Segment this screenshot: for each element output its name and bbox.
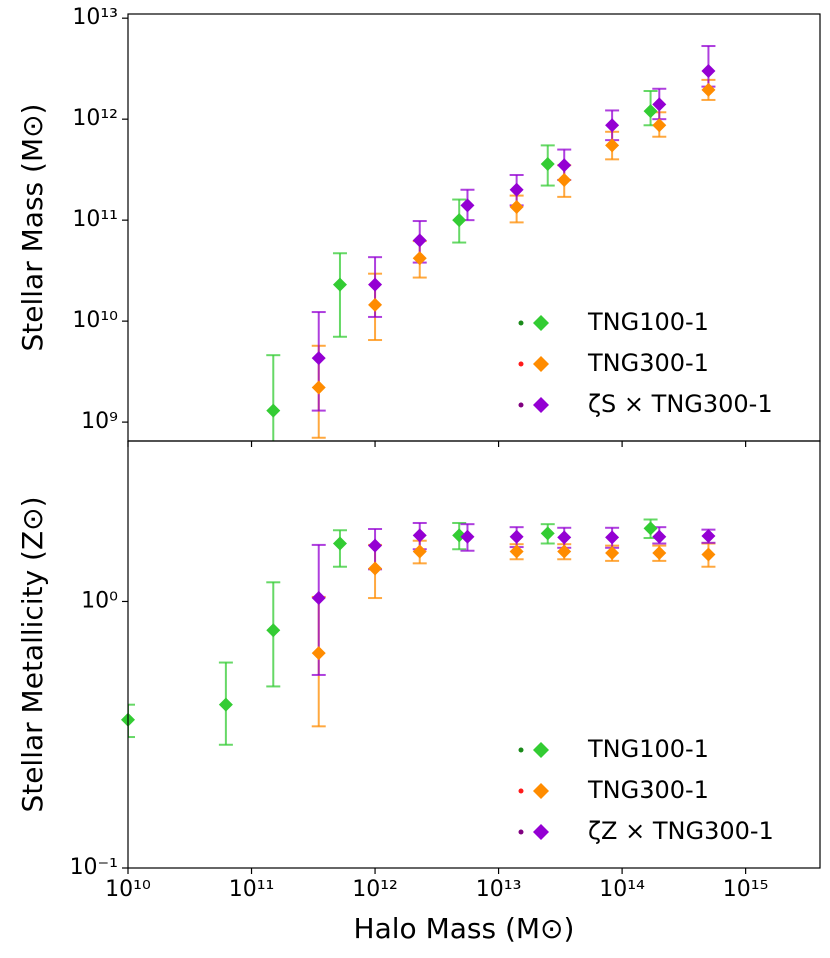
diamond-marker	[460, 529, 475, 544]
diamond-marker	[557, 172, 572, 187]
diamond-marker	[605, 118, 620, 133]
legend-dot	[518, 788, 524, 794]
legend-label: ζS × TNG300-1	[588, 390, 773, 418]
y-axis-label: Stellar Metallicity (Z⊙)	[16, 496, 49, 812]
y-tick-label: 10¹²	[72, 106, 118, 131]
diamond-marker	[557, 530, 572, 545]
y-tick-label: 10¹¹	[72, 207, 118, 232]
legend-label: TNG300-1	[587, 349, 709, 377]
legend-diamond	[533, 397, 549, 413]
diamond-marker	[540, 156, 555, 171]
diamond-marker	[701, 63, 716, 78]
diamond-marker	[540, 526, 555, 541]
x-tick-label: 10¹⁴	[599, 877, 645, 902]
diamond-marker	[460, 198, 475, 213]
plot-area	[266, 45, 716, 441]
diamond-marker	[311, 351, 326, 366]
diamond-marker	[652, 118, 667, 133]
legend-dot	[518, 361, 524, 367]
diamond-marker	[368, 297, 383, 312]
axes-frame	[127, 440, 821, 869]
diamond-marker	[332, 536, 347, 551]
diamond-marker	[605, 546, 620, 561]
legend-label: ζZ × TNG300-1	[588, 817, 774, 845]
diamond-marker	[701, 547, 716, 562]
diamond-marker	[701, 82, 716, 97]
legend-label: TNG300-1	[587, 776, 709, 804]
diamond-marker	[701, 529, 716, 544]
diamond-marker	[509, 544, 524, 559]
diamond-marker	[557, 158, 572, 173]
y-axis-label: Stellar Mass (M⊙)	[16, 104, 49, 352]
diamond-marker	[509, 529, 524, 544]
diamond-marker	[266, 623, 281, 638]
legend-diamond	[533, 742, 549, 758]
diamond-marker	[605, 530, 620, 545]
diamond-marker	[652, 97, 667, 112]
legend-dot	[518, 829, 524, 835]
diamond-marker	[311, 380, 326, 395]
legend-diamond	[533, 783, 549, 799]
diamond-marker	[332, 277, 347, 292]
y-tick-label: 10¹⁰	[72, 308, 118, 333]
legend-label: TNG100-1	[587, 308, 709, 336]
legend-diamond	[533, 356, 549, 372]
diamond-marker	[368, 561, 383, 576]
x-tick-label: 10¹³	[476, 877, 522, 902]
diamond-marker	[452, 213, 467, 228]
x-axis-label: Halo Mass (M⊙)	[354, 912, 575, 945]
diamond-marker	[509, 182, 524, 197]
legend-diamond	[533, 315, 549, 331]
legend-dot	[518, 747, 524, 753]
diamond-marker	[557, 544, 572, 559]
y-tick-label: 10⁰	[81, 588, 118, 613]
diamond-marker	[652, 529, 667, 544]
diamond-marker	[643, 104, 658, 119]
diamond-marker	[412, 528, 427, 543]
x-tick-label: 10¹⁵	[723, 877, 769, 902]
diamond-marker	[311, 591, 326, 606]
x-tick-label: 10¹⁰	[105, 877, 151, 902]
diamond-marker	[266, 403, 281, 418]
y-tick-label: 10⁹	[81, 409, 118, 434]
diamond-marker	[509, 199, 524, 214]
x-tick-label: 10¹¹	[229, 877, 275, 902]
diamond-marker	[311, 646, 326, 661]
x-tick-label: 10¹²	[352, 877, 398, 902]
y-tick-label: 10¹³	[72, 5, 118, 30]
diamond-marker	[643, 521, 658, 536]
y-tick-label: 10⁻¹	[70, 855, 118, 880]
diamond-marker	[652, 546, 667, 561]
diamond-marker	[218, 697, 233, 712]
diamond-marker	[412, 251, 427, 266]
axes-frame	[127, 13, 821, 442]
legend-dot	[518, 320, 524, 326]
diamond-marker	[368, 277, 383, 292]
legend-diamond	[533, 824, 549, 840]
legend-label: TNG100-1	[587, 735, 709, 763]
diamond-marker	[412, 544, 427, 559]
legend-dot	[518, 402, 524, 408]
diamond-marker	[412, 233, 427, 248]
diamond-marker	[605, 138, 620, 153]
diamond-marker	[368, 538, 383, 553]
